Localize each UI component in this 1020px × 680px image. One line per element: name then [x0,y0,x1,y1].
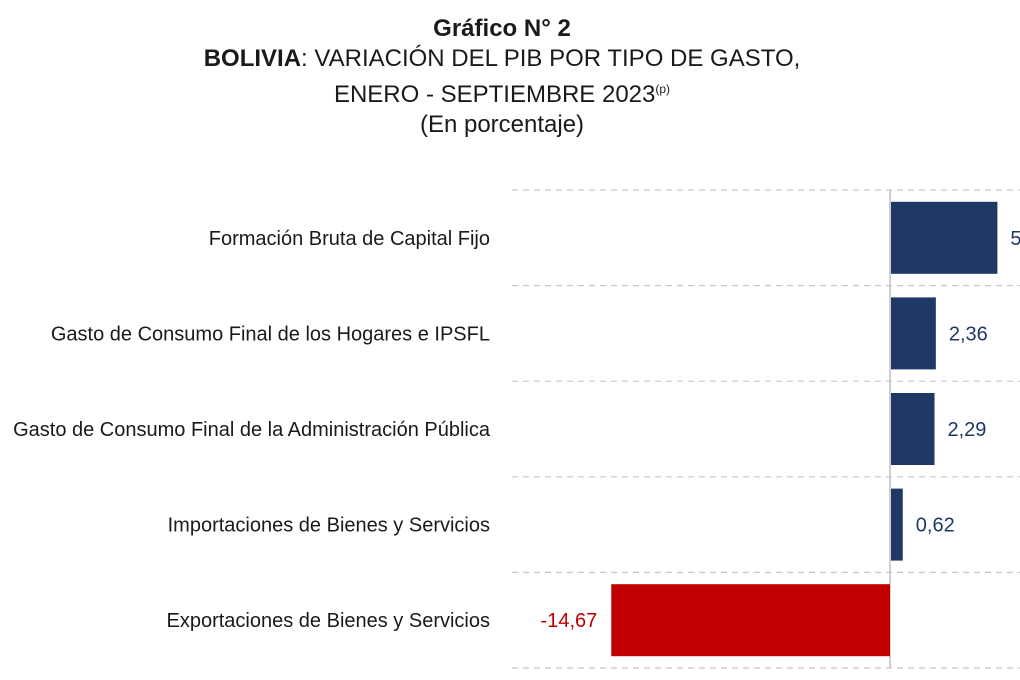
chart-title-country: BOLIVIA [203,45,302,72]
bar [891,201,998,274]
bar [891,488,903,561]
bar-value-label: 5 [1010,228,1020,250]
chart-title-block: Gráfico N° 2 BOLIVIA: VARIACIÓN DEL PIB … [0,14,1004,140]
category-label: Formación Bruta de Capital Fijo [209,228,490,250]
bar [891,297,936,370]
chart-title-rest: : VARIACIÓN DEL PIB POR TIPO DE GASTO, [301,45,801,72]
bar-value-label: 0,62 [916,515,955,537]
chart-title: BOLIVIA: VARIACIÓN DEL PIB POR TIPO DE G… [0,44,1004,74]
chart-period: ENERO - SEPTIEMBRE 2023(p) [0,74,1004,110]
bar-value-label: 2,29 [948,419,987,441]
category-label: Gasto de Consumo Final de los Hogares e … [51,323,490,345]
bar-value-label: 2,36 [949,323,988,345]
category-label: Exportaciones de Bienes y Servicios [167,610,491,632]
chart-period-superscript: (p) [655,82,671,96]
chart-period-text: ENERO - SEPTIEMBRE 2023 [333,81,656,108]
bar-value-label: -14,67 [541,610,598,632]
bar [611,584,890,657]
chart-units: (En porcentaje) [419,111,585,138]
bar [891,393,935,465]
chart-number: Gráfico N° 2 [433,15,571,42]
category-label: Importaciones de Bienes y Servicios [168,515,490,537]
category-label: Gasto de Consumo Final de la Administrac… [13,419,491,441]
